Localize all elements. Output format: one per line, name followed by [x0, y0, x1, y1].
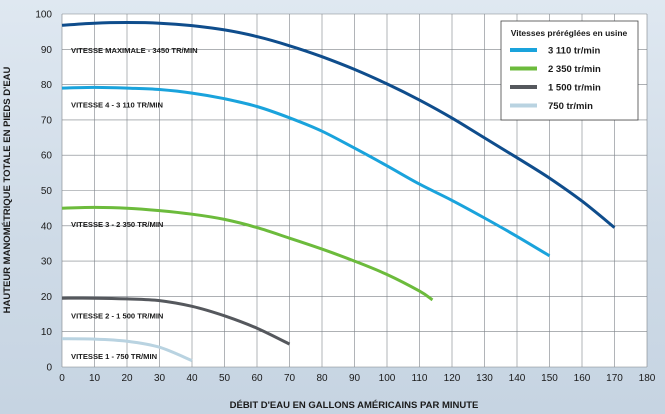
x-tick-100: 100 — [379, 373, 396, 384]
x-tick-110: 110 — [412, 373, 428, 384]
x-tick-80: 80 — [316, 373, 328, 384]
y-axis-title: HAUTEUR MANOMÉTRIQUE TOTALE EN PIEDS D'E… — [2, 66, 13, 313]
x-tick-40: 40 — [186, 373, 198, 384]
y-tick-10: 10 — [41, 327, 53, 338]
x-tick-10: 10 — [89, 373, 101, 384]
legend: Vitesses préréglées en usine 3 110 tr/mi… — [500, 20, 639, 121]
y-tick-50: 50 — [41, 186, 53, 197]
legend-entries: 3 110 tr/min 2 350 tr/min 1 500 tr/min 750 … — [510, 46, 601, 112]
x-tick-130: 130 — [476, 373, 493, 384]
legend-label-750-tr-min: 750 tr/min — [548, 101, 593, 112]
x-tick-150: 150 — [541, 373, 558, 384]
y-tick-labels: 0 10 20 30 40 50 60 70 80 90 100 — [35, 10, 52, 374]
x-tick-50: 50 — [219, 373, 231, 384]
y-tick-60: 60 — [41, 151, 53, 162]
y-tick-20: 20 — [41, 292, 53, 303]
legend-label-1-500-tr-min: 1 500 tr/min — [548, 83, 601, 94]
x-tick-140: 140 — [509, 373, 526, 384]
curve-vitesse-3-2-350-tr-min — [61, 205, 434, 302]
curve-vitesse-1-750-tr-min — [61, 337, 193, 362]
y-tick-80: 80 — [41, 80, 53, 91]
legend-label-2-350-tr-min: 2 350 tr/min — [548, 64, 601, 75]
y-tick-90: 90 — [41, 45, 53, 56]
x-tick-180: 180 — [639, 373, 656, 384]
y-tick-0: 0 — [46, 363, 52, 374]
x-axis-title: DÉBIT D'EAU EN GALLONS AMÉRICAINS PAR MI… — [230, 400, 479, 411]
curve-label-vitesse-4-3-110-tr-min: VITESSE 4 - 3 110 TR/MIN — [71, 101, 163, 110]
x-tick-170: 170 — [606, 373, 623, 384]
curve-vitesse-2-1-500-tr-min — [61, 296, 291, 346]
x-tick-70: 70 — [284, 373, 296, 384]
curve-label-vitesse-3-2-350-tr-min: VITESSE 3 - 2 350 TR/MIN — [71, 220, 163, 229]
grid — [61, 13, 648, 368]
y-tick-70: 70 — [41, 115, 53, 126]
curves — [61, 20, 616, 362]
x-tick-20: 20 — [121, 373, 133, 384]
x-tick-0: 0 — [59, 373, 65, 384]
curve-labels: VITESSE MAXIMALE - 3450 TR/MIN VITESSE 4 … — [71, 46, 198, 361]
curve-label-vitesse-1-750-tr-min: VITESSE 1 - 750 TR/MIN — [71, 352, 157, 361]
x-tick-30: 30 — [154, 373, 166, 384]
legend-title: Vitesses préréglées en usine — [511, 28, 628, 38]
x-tick-160: 160 — [574, 373, 591, 384]
x-tick-60: 60 — [251, 373, 263, 384]
y-tick-40: 40 — [41, 221, 53, 232]
curve-vitesse-maximale-3450-tr-min — [61, 20, 616, 229]
x-tick-90: 90 — [349, 373, 361, 384]
curve-label-vitesse-maximale-3450-tr-min: VITESSE MAXIMALE - 3450 TR/MIN — [71, 46, 198, 55]
curve-label-vitesse-2-1-500-tr-min: VITESSE 2 - 1 500 TR/MIN — [71, 312, 163, 321]
y-tick-30: 30 — [41, 257, 53, 268]
x-tick-120: 120 — [444, 373, 461, 384]
legend-label-3-110-tr-min: 3 110 tr/min — [548, 46, 600, 57]
y-tick-100: 100 — [35, 10, 52, 21]
curve-vitesse-4-3-110-tr-min — [61, 85, 551, 258]
x-tick-labels: 0 10 20 30 40 50 60 70 80 90 100 110 120 130 140 150 160… — [59, 373, 656, 384]
